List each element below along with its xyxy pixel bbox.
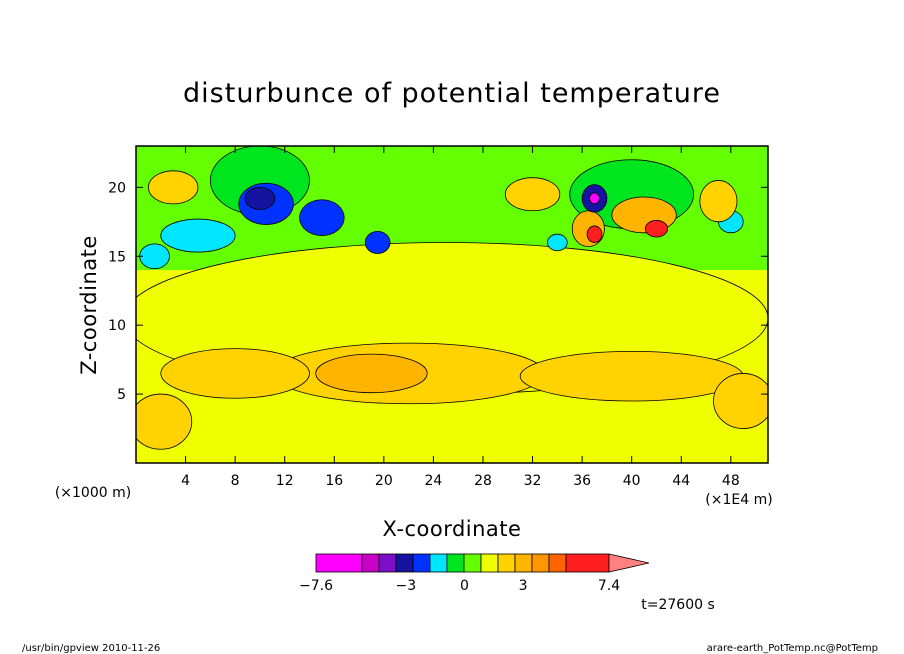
field-region [244,186,276,210]
x-tick-label: 4 [181,473,190,489]
field-region [504,177,561,212]
colorbar-segment [361,553,380,573]
field-region [136,393,193,450]
colorbar-label: 3 [519,578,528,594]
y-ticks: 5 10 15 20 [108,180,768,403]
x-tick-label: 48 [722,473,740,489]
footer-right: arare-earth_PotTemp.nc@PotTemp [707,643,878,654]
y-tick-label: 15 [108,249,126,265]
x-tick-label: 40 [623,473,641,489]
footer-left: /usr/bin/gpview 2010-11-26 [22,643,160,654]
x-tick-label: 44 [672,473,690,489]
x-axis-unit: (×1E4 m) [705,492,772,508]
colorbar-segment [315,553,363,573]
colorbar-label: 0 [460,578,469,594]
colorbar-segment [548,553,567,573]
colorbar: −7.6 −3 0 3 7.4 [299,553,650,594]
y-tick-label: 5 [117,387,126,403]
colorbar-segment [565,553,610,573]
colorbar-label: −3 [396,578,417,594]
time-label: t=27600 s [641,597,715,613]
field-region [299,199,345,236]
y-tick-label: 20 [108,180,126,196]
field-region [589,192,600,205]
colorbar-segment [378,553,397,573]
y-axis-label: Z-coordinate [77,235,101,375]
field-region [644,220,669,238]
field-region [147,170,199,205]
colorbar-segment [480,553,499,573]
field-region [547,233,568,252]
field-region [519,350,744,402]
field-region [713,373,768,429]
x-tick-label: 8 [231,473,240,489]
colorbar-segment [463,553,482,573]
colorbar-segment [429,553,448,573]
colorbar-segment [531,553,550,573]
colorbar-segment [514,553,533,573]
x-tick-label: 12 [276,473,294,489]
colorbar-arrow [608,553,650,573]
y-tick-label: 10 [108,318,126,334]
field-region [315,353,428,394]
colorbar-segment [395,553,414,573]
field-region [160,218,236,253]
field-region [586,225,603,243]
x-tick-label: 24 [424,473,442,489]
plot-frame [135,145,769,464]
x-tick-label: 28 [474,473,492,489]
chart-title: disturbunce of potential temperature [183,78,721,109]
field-region [139,243,170,270]
x-axis-label: X-coordinate [383,517,522,541]
x-tick-label: 16 [325,473,343,489]
colorbar-label: −7.6 [299,578,333,594]
colorbar-segment [497,553,516,573]
colorbar-segment [412,553,431,573]
colorbar-segment [446,553,465,573]
heatmap-field [136,146,768,463]
x-tick-label: 20 [375,473,393,489]
y-axis-unit: (×1000 m) [55,485,131,501]
x-tick-label: 36 [573,473,591,489]
x-tick-label: 32 [524,473,542,489]
colorbar-label: 7.4 [598,578,620,594]
field-region [160,348,310,399]
field-region [699,180,738,223]
field-region [364,231,391,254]
x-ticks: 4 8 12 16 20 24 28 32 36 40 44 48 [181,146,740,489]
